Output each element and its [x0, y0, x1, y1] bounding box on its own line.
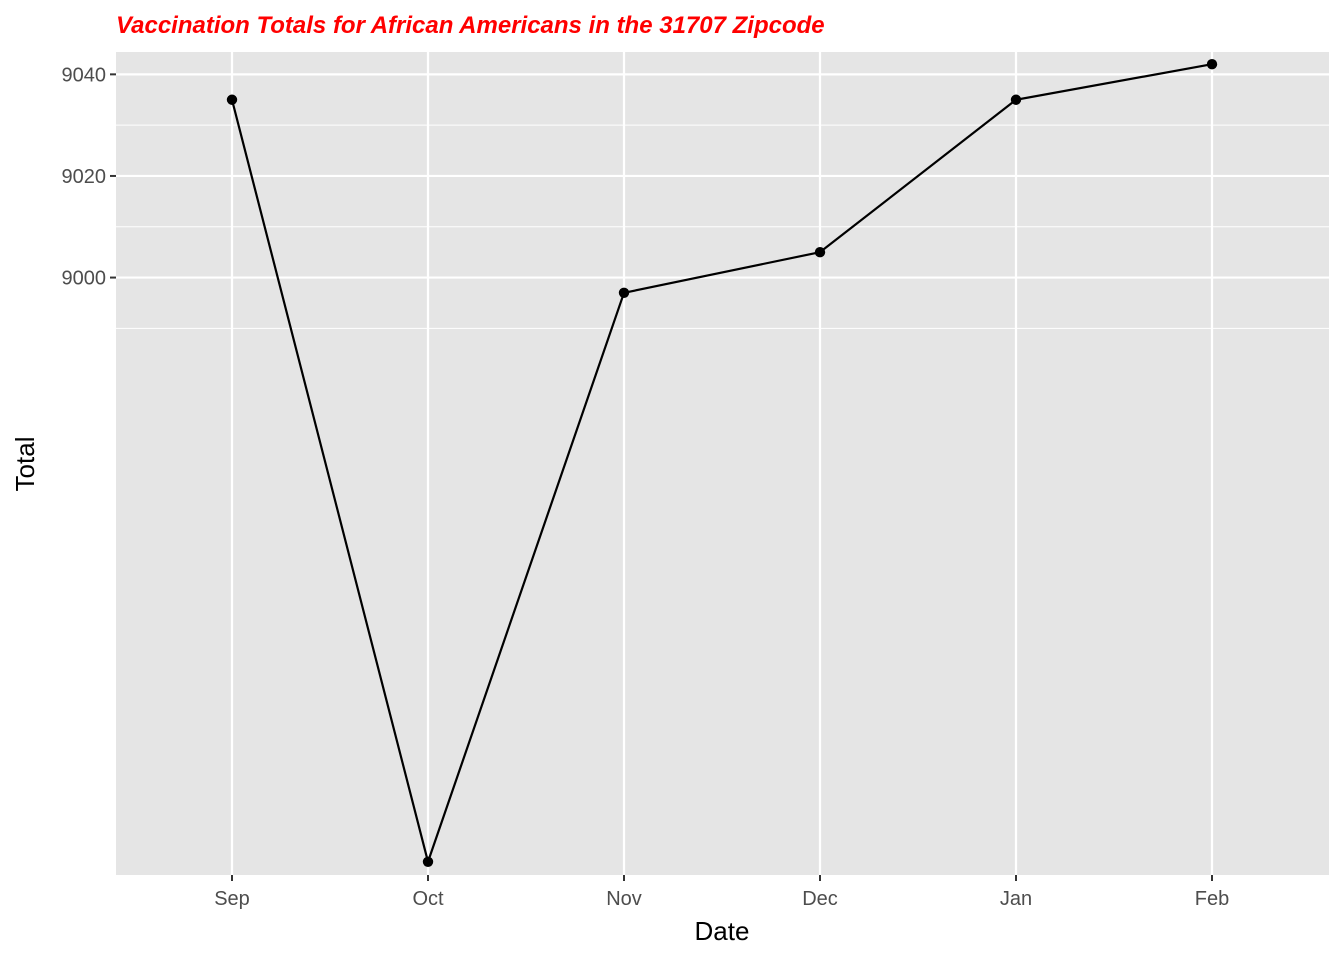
y-tick-label: 9040: [62, 64, 107, 86]
y-axis-title: Total: [10, 437, 40, 492]
axis-ticks: [110, 73, 1213, 881]
x-tick-label: Feb: [1195, 888, 1229, 910]
x-tick-label: Oct: [412, 888, 444, 910]
data-point: [814, 246, 826, 258]
plot-panel: [116, 52, 1329, 875]
data-point: [1010, 94, 1022, 105]
x-tick-label: Nov: [606, 888, 642, 910]
x-tick-label: Jan: [1000, 888, 1032, 910]
y-tick-label: 9000: [62, 268, 107, 290]
y-tick-label: 9020: [62, 166, 107, 188]
x-tick-label: Dec: [802, 888, 838, 910]
tick-labels: 9000 9020 9040 Sep Oct Nov Dec Jan Feb: [62, 64, 1230, 910]
grid-lines: [116, 52, 1329, 875]
data-points: [226, 58, 1218, 867]
chart-title: Vaccination Totals for African Americans…: [116, 12, 825, 39]
data-point: [618, 287, 630, 299]
x-tick-label: Sep: [214, 888, 250, 910]
data-point: [226, 94, 238, 105]
x-axis-title: Date: [695, 916, 750, 946]
series-line: [230, 63, 1213, 863]
data-point: [1206, 58, 1218, 70]
data-point: [422, 856, 434, 867]
